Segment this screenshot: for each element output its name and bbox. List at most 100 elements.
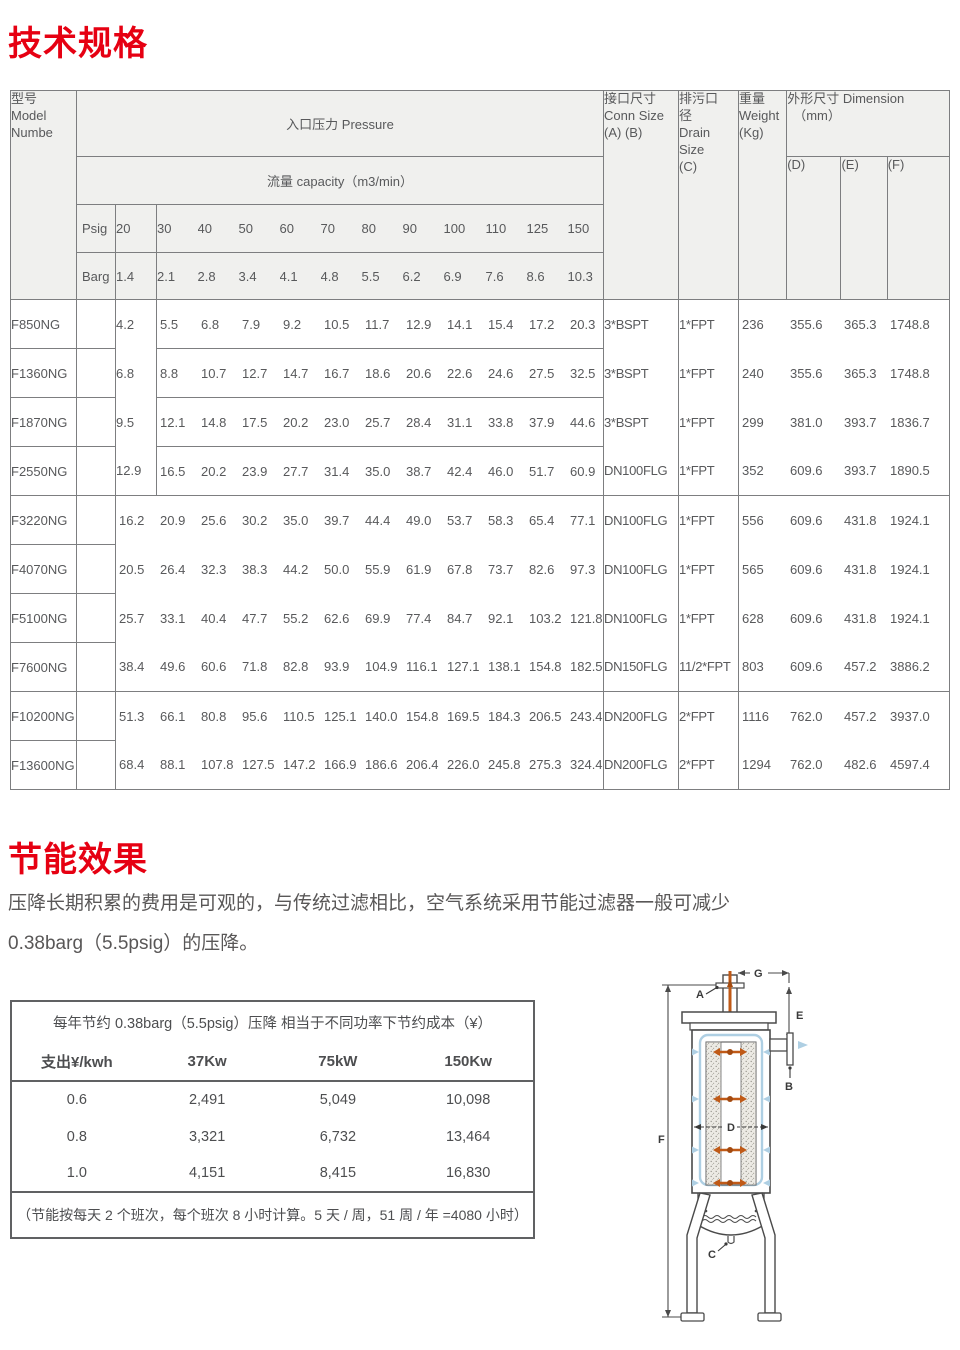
- capacity-value: 20.2: [283, 414, 309, 430]
- savings-table-title: 每年节约 0.38barg（5.5psig）压降 相当于不同功率下节约成本（¥）: [52, 1016, 493, 1032]
- capacity-value: 169.5: [447, 708, 480, 724]
- capacity-value: 5.5: [160, 316, 179, 332]
- capacity-value: 103.2: [529, 610, 562, 626]
- capacity-header: 流量 capacity（m3/min）: [76, 156, 604, 205]
- model-cell: F5100NG: [10, 593, 77, 643]
- capacity-value: 65.4: [529, 512, 555, 528]
- capacity-value: 35.0: [365, 463, 391, 479]
- dimension-header-line: （mm）: [793, 107, 841, 123]
- weight-value: 628: [742, 610, 764, 626]
- capacity-value: 186.6: [365, 757, 398, 773]
- model-cell: F850NG: [10, 299, 77, 349]
- energy-section-title: 节能效果: [8, 841, 148, 879]
- barg-value: 4.8: [320, 252, 362, 300]
- spec-table: 型号 Model Numbe 入口压力 Pressure 接口尺寸 Conn S…: [10, 90, 950, 790]
- d-value: 355.6: [790, 316, 823, 332]
- psig-value: 60: [279, 204, 321, 253]
- savings-col-header: 37Kw: [141, 1043, 273, 1082]
- empty-cell: [76, 446, 116, 496]
- empty-cell: [76, 299, 116, 349]
- dim-g-lines: [738, 972, 790, 983]
- d-value: 762.0: [790, 708, 823, 724]
- capacity-value: 49.0: [406, 512, 432, 528]
- capacity-value: 67.8: [447, 561, 473, 577]
- drain-size-cell: 1*FPT: [678, 446, 739, 496]
- intro-line: 压降长期积累的费用是可观的，与传统过滤相比，空气系统采用节能过滤器一般可减少: [8, 893, 731, 914]
- barg-value: 10.3: [567, 252, 604, 300]
- capacity-value: 110.5: [283, 708, 315, 724]
- capacity-value: 20.3: [570, 316, 596, 332]
- capacity-value: 30.2: [242, 512, 268, 528]
- psig-value: 80: [361, 204, 403, 253]
- savings-table: 每年节约 0.38barg（5.5psig）压降 相当于不同功率下节约成本（¥）…: [10, 1000, 535, 1239]
- capacity-value: 97.3: [570, 561, 596, 577]
- f-value: 1836.7: [890, 414, 930, 430]
- drain-size-cell: 1*FPT: [678, 299, 739, 349]
- capacity-value: 88.1: [160, 757, 186, 773]
- empty-cell: [76, 642, 116, 692]
- savings-col-header: 支出¥/kwh: [11, 1043, 142, 1082]
- psig-value: 125: [526, 204, 568, 253]
- dimension-header-line: 外形尺寸 Dimension: [787, 91, 905, 106]
- savings-cell: 3,321: [188, 1128, 226, 1145]
- capacity-value: 12.1: [160, 414, 186, 430]
- d-value: 762.0: [790, 757, 823, 773]
- f-value: 1924.1: [890, 512, 930, 528]
- capacity-value: 243.4: [570, 708, 603, 724]
- f-value: 1924.1: [890, 561, 930, 577]
- vessel-diagram: F G E A D: [658, 968, 808, 1322]
- psig-value: 70: [320, 204, 362, 253]
- weight-header-line: 重量: [739, 91, 766, 106]
- capacity-value: 38.4: [119, 659, 145, 675]
- capacity-value: 27.5: [529, 365, 555, 381]
- capacity-value: 10.7: [201, 365, 227, 381]
- psig-value: 20: [115, 204, 157, 253]
- capacity-value: 49.6: [160, 659, 186, 675]
- capacity-value: 44.6: [570, 414, 596, 430]
- capacity-value: 27.7: [283, 463, 309, 479]
- capacity-value: 77.1: [570, 512, 596, 528]
- capacity-value: 25.6: [201, 512, 227, 528]
- barg-value: 2.8: [197, 252, 239, 300]
- conn-header-line: (A) (B): [604, 124, 643, 140]
- capacity-value: 104.9: [365, 659, 398, 675]
- d-value: 609.6: [790, 463, 823, 479]
- right-foot: [757, 1312, 782, 1322]
- capacity-value: 12.9: [115, 446, 157, 496]
- savings-cell: 16,830: [445, 1165, 491, 1181]
- support-screen: [701, 1215, 757, 1223]
- e-value: 457.2: [844, 708, 877, 724]
- capacity-value: 31.1: [447, 414, 473, 430]
- capacity-value: 55.2: [283, 610, 309, 626]
- barg-value: 5.5: [361, 252, 403, 300]
- capacity-value: 147.2: [283, 757, 316, 773]
- capacity-value: 44.2: [283, 561, 309, 577]
- filter-media-right: [740, 1041, 757, 1186]
- psig-value: 50: [238, 204, 280, 253]
- capacity-value: 14.1: [447, 316, 473, 332]
- dished-bottom: [697, 1224, 765, 1236]
- capacity-value: 16.5: [160, 463, 186, 479]
- savings-cell: 10,098: [445, 1092, 491, 1108]
- psig-value: 90: [402, 204, 444, 253]
- model-column-header: 型号 Model Numbe: [10, 90, 77, 300]
- capacity-value: 6.8: [115, 348, 157, 398]
- dim-label-d: D: [727, 1122, 735, 1134]
- model-cell: F2550NG: [10, 446, 77, 496]
- dim-d-header: (D): [786, 156, 841, 300]
- label-a: A: [696, 989, 704, 1001]
- capacity-value: 44.4: [365, 512, 391, 528]
- left-foot: [680, 1312, 705, 1322]
- conn-size-header: 接口尺寸 Conn Size (A) (B): [603, 90, 679, 300]
- conn-size-cell: DN100FLG: [603, 446, 679, 496]
- model-cell: F3220NG: [10, 495, 77, 545]
- weight-value: 240: [742, 365, 764, 381]
- drain-size-header: 排污口 径 Drain Size (C): [678, 90, 739, 300]
- capacity-value: 12.7: [242, 365, 268, 381]
- empty-cell: [76, 691, 116, 741]
- capacity-value: 38.3: [242, 561, 268, 577]
- capacity-value: 37.9: [529, 414, 555, 430]
- capacity-value: 12.9: [406, 316, 432, 332]
- capacity-value: 184.3: [488, 708, 521, 724]
- conn-size-cell: DN200FLG: [603, 740, 679, 790]
